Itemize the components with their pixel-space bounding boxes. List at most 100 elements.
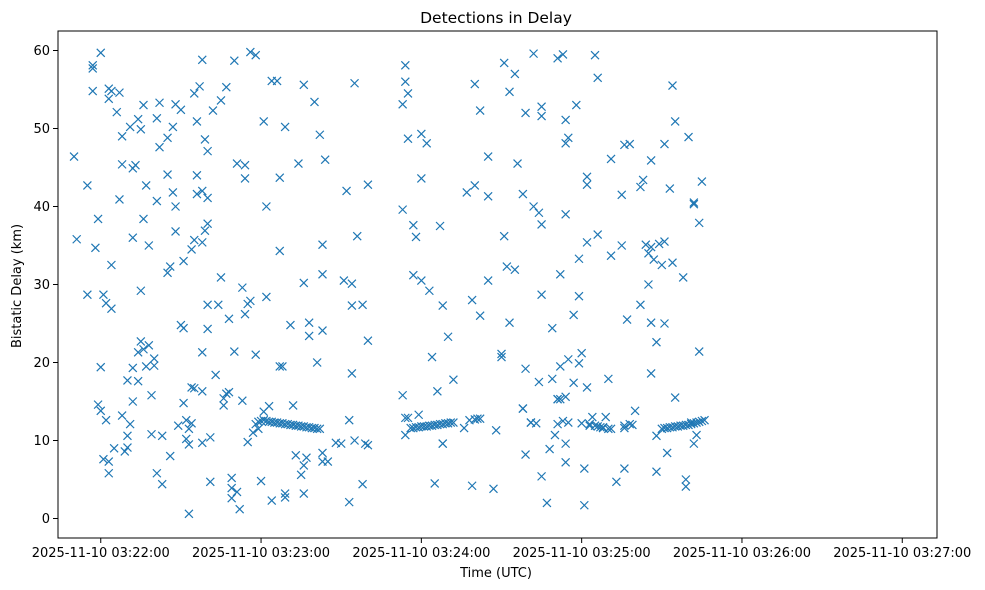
data-point <box>668 81 677 91</box>
data-point <box>123 431 132 441</box>
data-point <box>224 387 234 397</box>
data-point <box>221 82 231 92</box>
data-point <box>518 189 528 199</box>
data-point <box>168 188 178 197</box>
data-point <box>109 443 119 453</box>
data-point <box>219 393 229 403</box>
data-point <box>179 256 188 266</box>
data-point <box>537 471 547 481</box>
data-point <box>646 368 656 378</box>
data-point <box>104 94 114 104</box>
data-point <box>195 81 205 91</box>
data-point <box>136 286 146 296</box>
data-point <box>497 352 506 362</box>
data-point <box>90 243 100 253</box>
data-point <box>400 413 410 423</box>
data-point <box>163 170 172 179</box>
data-point <box>619 423 629 433</box>
data-point <box>147 390 156 400</box>
data-point <box>649 255 659 264</box>
data-point <box>344 497 354 507</box>
data-point <box>644 280 653 289</box>
data-point <box>347 368 357 378</box>
data-point <box>272 76 282 86</box>
data-point <box>318 269 327 279</box>
data-point <box>427 352 437 362</box>
data-point <box>692 418 701 427</box>
data-point <box>107 304 116 314</box>
data-point <box>537 290 547 300</box>
data-point <box>192 117 202 126</box>
y-tick-label: 30 <box>33 278 50 293</box>
data-point <box>561 209 571 219</box>
data-point <box>165 451 175 461</box>
data-point <box>157 479 167 489</box>
data-point <box>398 99 408 109</box>
data-point <box>93 400 103 410</box>
data-point <box>96 406 106 416</box>
data-point <box>529 49 538 59</box>
data-point <box>347 301 357 310</box>
data-point <box>144 241 154 250</box>
data-point <box>638 175 648 185</box>
data-point <box>133 114 143 124</box>
data-point <box>240 160 250 170</box>
data-point <box>681 482 691 491</box>
data-point <box>555 269 565 279</box>
data-point <box>251 50 261 60</box>
data-point <box>657 260 667 270</box>
data-point <box>627 420 637 430</box>
data-point <box>569 310 579 320</box>
data-point <box>398 205 408 215</box>
data-point <box>577 418 587 428</box>
data-point <box>411 232 421 242</box>
data-point <box>189 383 199 393</box>
data-point <box>120 446 130 456</box>
data-point <box>432 386 442 396</box>
data-point <box>475 311 485 321</box>
data-point <box>229 347 239 357</box>
data-point <box>315 424 325 434</box>
data-point <box>187 418 197 428</box>
data-point <box>606 154 616 164</box>
data-point <box>96 362 106 372</box>
data-point <box>163 133 172 143</box>
data-point <box>136 337 146 346</box>
data-point <box>299 278 309 288</box>
data-point <box>144 340 154 350</box>
data-point <box>681 475 691 484</box>
data-point <box>619 421 629 431</box>
data-point <box>561 457 571 467</box>
data-point <box>165 262 175 271</box>
data-point <box>585 419 595 429</box>
data-point <box>136 124 146 134</box>
data-point <box>665 184 675 193</box>
data-point <box>547 323 557 333</box>
data-point <box>483 276 493 286</box>
data-point <box>189 88 199 98</box>
data-point <box>537 111 547 121</box>
data-point <box>299 461 309 470</box>
data-point <box>467 295 477 305</box>
data-point <box>505 87 514 97</box>
data-point <box>227 473 237 483</box>
data-point <box>203 193 213 203</box>
data-point <box>574 358 584 368</box>
data-point <box>280 122 290 132</box>
data-point <box>203 219 213 229</box>
data-point <box>259 415 269 425</box>
data-point <box>660 319 669 328</box>
data-point <box>569 378 579 388</box>
y-tick-label: 60 <box>33 44 50 59</box>
data-point <box>652 467 661 477</box>
data-point <box>595 422 605 432</box>
data-point <box>422 138 432 148</box>
data-point <box>416 129 426 139</box>
data-point <box>491 425 501 435</box>
data-point <box>521 108 530 118</box>
data-point <box>400 60 410 70</box>
data-point <box>203 324 213 334</box>
data-point <box>261 202 271 211</box>
data-point <box>408 220 418 230</box>
data-point <box>358 300 368 310</box>
